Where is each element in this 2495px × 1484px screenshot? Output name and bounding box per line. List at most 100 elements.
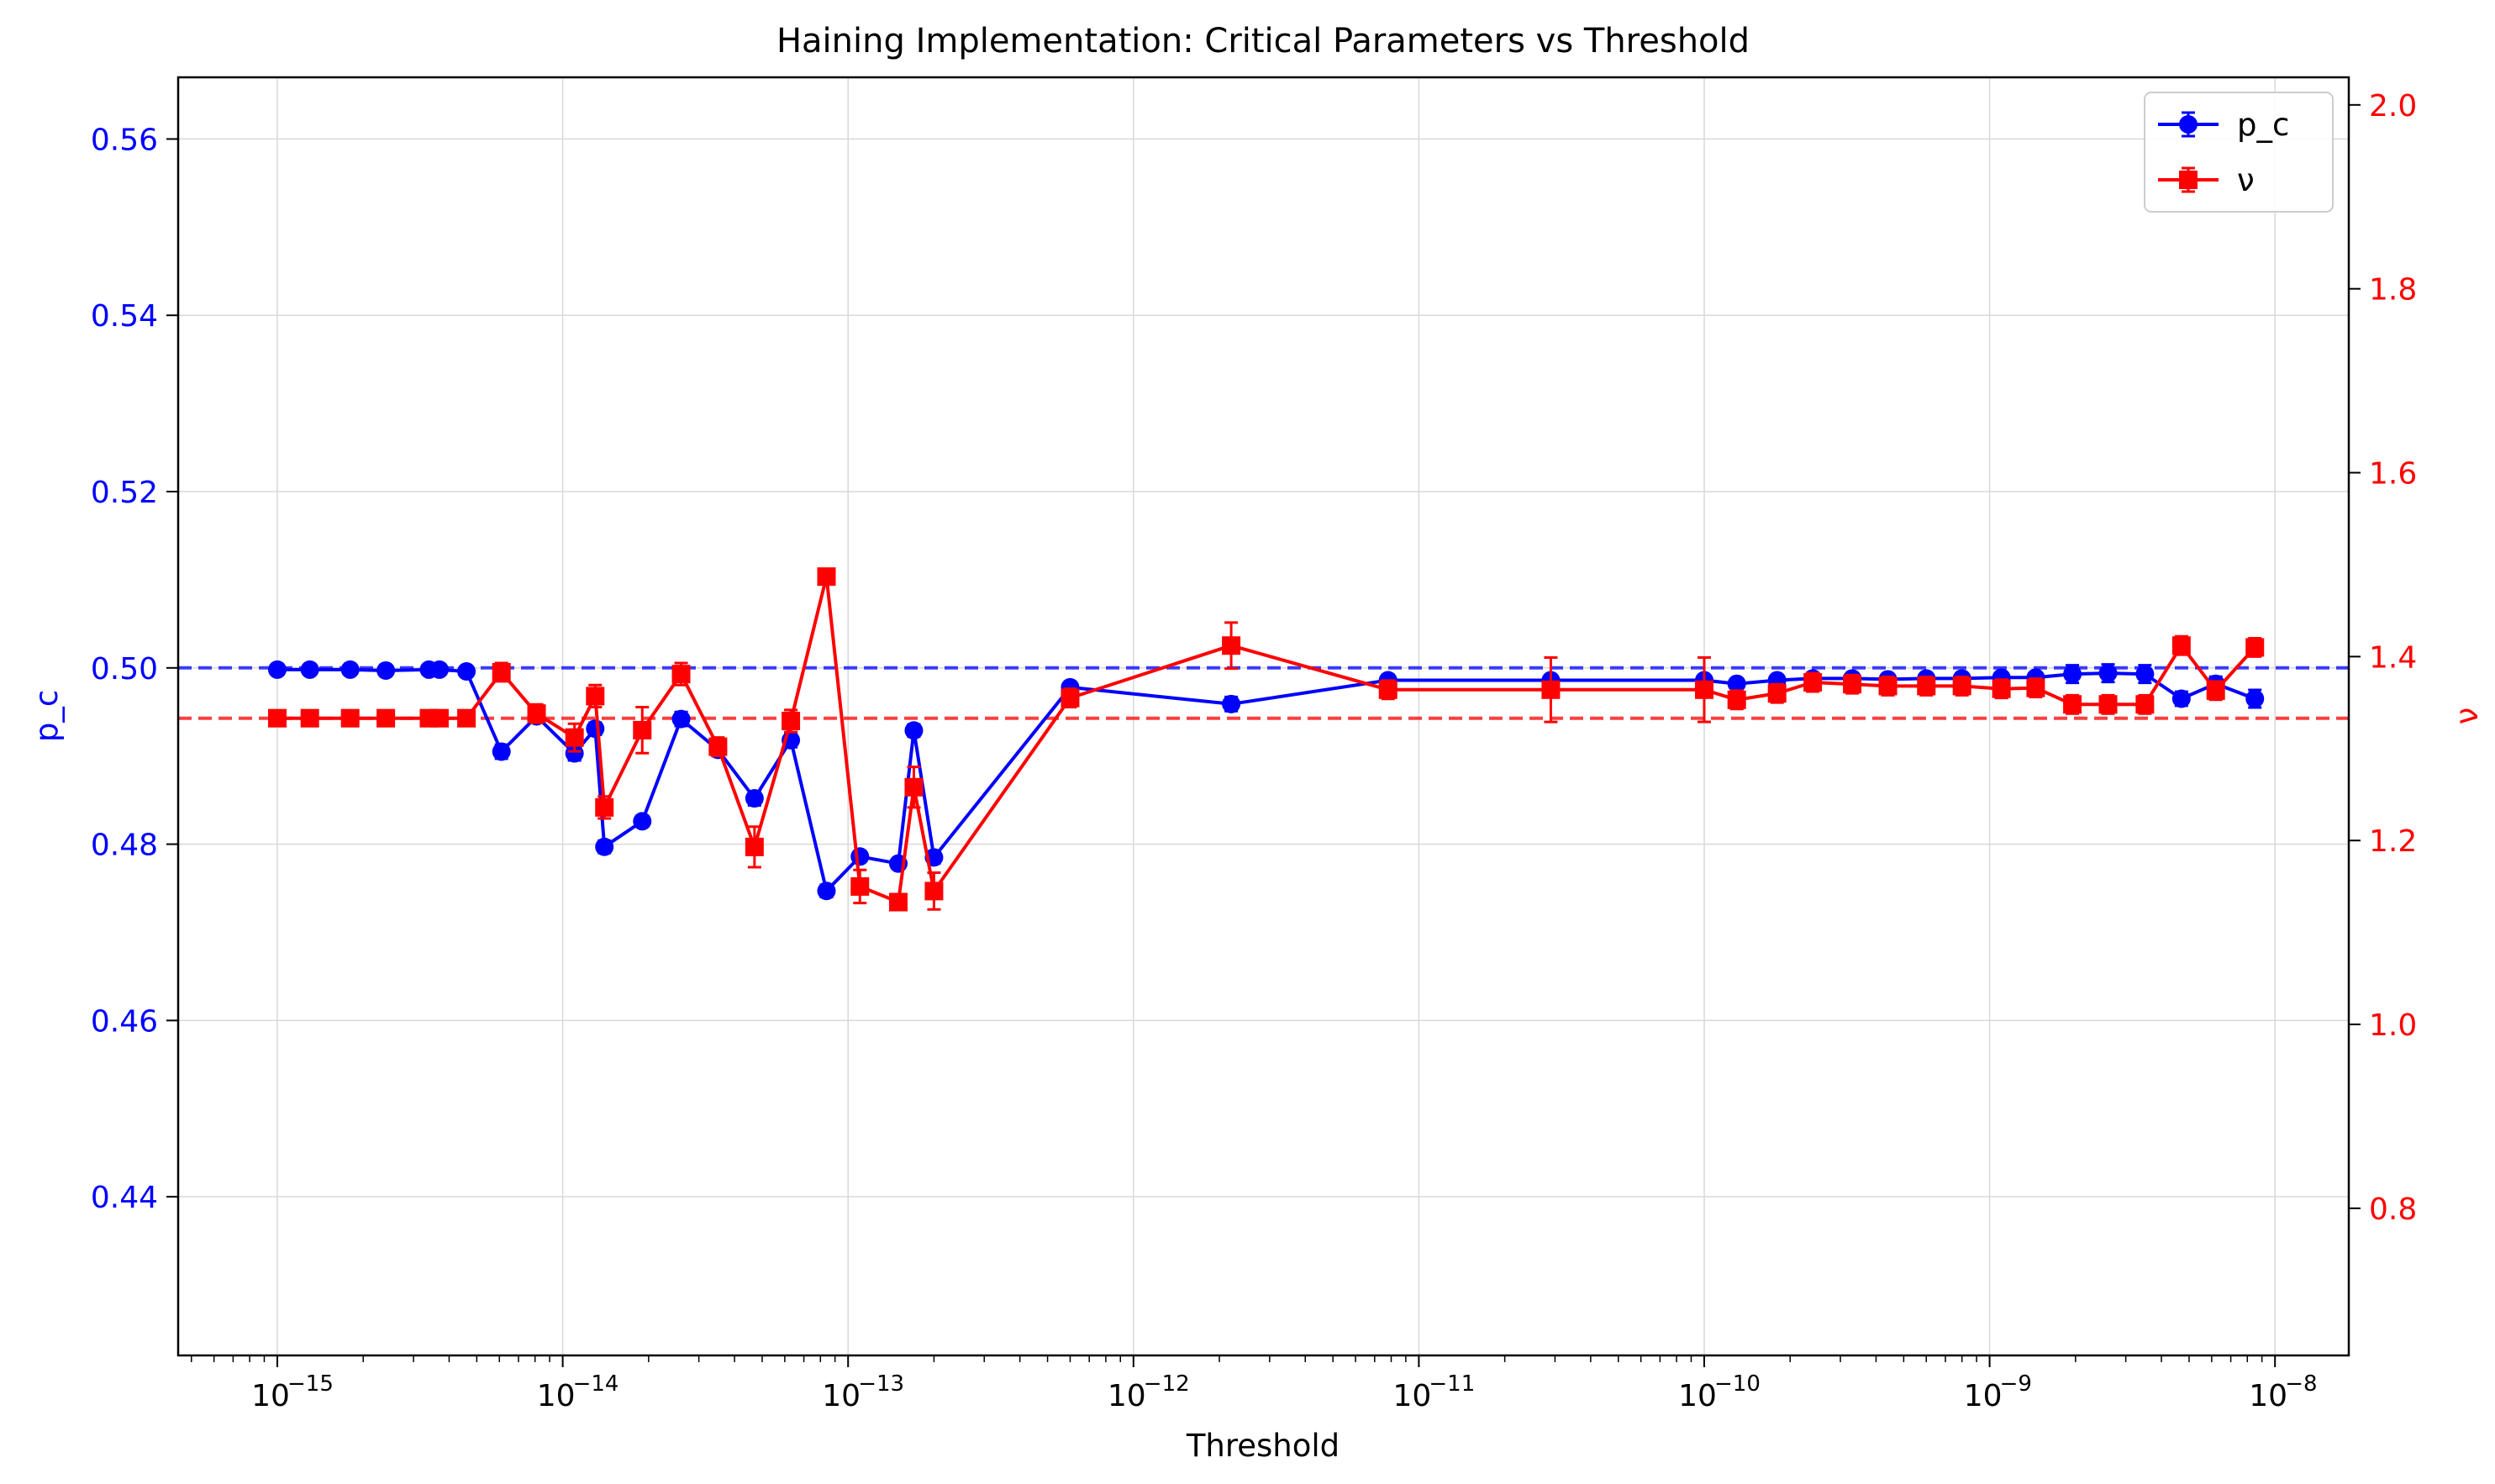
data-point-nu bbox=[1378, 680, 1398, 699]
data-point-nu bbox=[2206, 681, 2225, 700]
y-left-tick-label: 0.48 bbox=[91, 829, 158, 863]
data-point-pc bbox=[268, 660, 287, 679]
x-tick-label-exponent: −15 bbox=[287, 1371, 334, 1397]
x-tick-label: 10 bbox=[1392, 1379, 1431, 1413]
data-point-pc bbox=[2063, 665, 2082, 684]
data-point-nu bbox=[1878, 676, 1898, 696]
data-point-nu bbox=[745, 837, 764, 856]
data-point-pc bbox=[745, 789, 764, 808]
data-point-nu bbox=[1952, 676, 1971, 696]
data-point-pc bbox=[376, 660, 396, 680]
y-right-tick-label: 0.8 bbox=[2369, 1192, 2417, 1227]
legend: p_c ν bbox=[2144, 92, 2334, 213]
y-right-tick-label: 1.4 bbox=[2369, 640, 2417, 675]
data-point-nu bbox=[1917, 676, 1936, 696]
legend-label-nu: ν bbox=[2237, 162, 2255, 198]
data-point-pc bbox=[671, 709, 691, 729]
data-point-nu bbox=[2171, 636, 2191, 655]
data-point-pc bbox=[457, 662, 476, 681]
data-point-nu bbox=[1727, 690, 1746, 709]
data-point-pc bbox=[340, 660, 360, 679]
y-left-tick-label: 0.46 bbox=[91, 1004, 158, 1039]
x-tick-label-exponent: −11 bbox=[1429, 1371, 1475, 1397]
data-point-pc bbox=[429, 660, 449, 679]
x-tick-label: 10 bbox=[537, 1379, 576, 1413]
x-tick-label: 10 bbox=[251, 1379, 290, 1413]
data-point-nu bbox=[1541, 680, 1561, 699]
data-point-nu bbox=[1803, 673, 1823, 692]
data-point-nu bbox=[300, 708, 319, 728]
data-point-pc bbox=[817, 881, 836, 901]
data-point-nu bbox=[633, 720, 652, 739]
data-point-pc bbox=[565, 744, 584, 763]
data-point-nu bbox=[268, 708, 287, 728]
data-point-nu bbox=[671, 665, 691, 684]
data-point-nu bbox=[457, 708, 476, 728]
data-point-nu bbox=[904, 777, 924, 797]
data-point-nu bbox=[527, 704, 546, 724]
data-point-nu bbox=[1767, 684, 1787, 703]
y-axis-left-label: p_c bbox=[29, 690, 65, 742]
x-tick-label: 10 bbox=[1964, 1379, 2003, 1413]
data-point-nu bbox=[2063, 695, 2082, 714]
data-point-nu bbox=[595, 797, 614, 817]
plot-frame bbox=[176, 76, 2350, 1357]
data-point-pc bbox=[633, 812, 652, 831]
data-point-nu bbox=[492, 662, 511, 681]
chart-title: Haining Implementation: Critical Paramet… bbox=[776, 22, 1750, 61]
data-point-nu bbox=[1061, 688, 1080, 708]
y-right-tick-label: 2.0 bbox=[2369, 89, 2417, 124]
data-point-nu bbox=[2098, 695, 2118, 714]
data-point-pc bbox=[300, 660, 319, 679]
data-point-pc bbox=[595, 837, 614, 856]
data-point-nu bbox=[429, 708, 449, 728]
data-point-nu bbox=[2245, 638, 2265, 657]
data-point-pc bbox=[2245, 689, 2265, 708]
x-axis: 10−15 10−14 10−13 10−12 10−11 10−10 10−9 10−8 bbox=[191, 1355, 2318, 1413]
y-left-tick-label: 0.52 bbox=[91, 476, 158, 510]
data-point-pc bbox=[1727, 674, 1746, 693]
data-point-nu bbox=[376, 708, 396, 728]
x-tick-label: 10 bbox=[822, 1379, 861, 1413]
data-point-nu bbox=[1695, 680, 1713, 699]
data-point-pc bbox=[1222, 694, 1241, 713]
data-point-nu bbox=[924, 881, 944, 901]
data-point-pc bbox=[850, 847, 870, 866]
data-point-nu bbox=[340, 708, 360, 728]
legend-entry-pc: p_c bbox=[2158, 107, 2289, 143]
data-point-nu bbox=[708, 737, 728, 756]
series-nu bbox=[268, 567, 2265, 912]
y-right-tick-label: 1.8 bbox=[2369, 273, 2417, 308]
data-point-nu bbox=[850, 876, 870, 896]
data-point-pc bbox=[492, 742, 511, 761]
x-tick-label-exponent: −14 bbox=[573, 1371, 619, 1397]
data-point-nu bbox=[817, 567, 836, 587]
y-right-tick-label: 1.2 bbox=[2369, 824, 2417, 859]
legend-entry-nu: ν bbox=[2158, 162, 2255, 198]
x-tick-label-exponent: −13 bbox=[858, 1371, 904, 1397]
x-tick-label: 10 bbox=[1678, 1379, 1717, 1413]
y-right-tick-label: 1.0 bbox=[2369, 1008, 2417, 1043]
y-left-tick-label: 0.56 bbox=[91, 123, 158, 157]
legend-marker-nu bbox=[2179, 171, 2198, 189]
data-point-nu bbox=[1843, 675, 1862, 694]
y-left-tick-label: 0.54 bbox=[91, 299, 158, 334]
x-axis-label: Threshold bbox=[1186, 1428, 1340, 1464]
data-point-nu bbox=[2026, 678, 2045, 697]
x-tick-label-exponent: −9 bbox=[2000, 1371, 2032, 1397]
x-tick-label: 10 bbox=[2249, 1379, 2287, 1413]
x-tick-label: 10 bbox=[1108, 1379, 1146, 1413]
data-point-pc bbox=[2171, 689, 2191, 708]
data-point-pc bbox=[2135, 665, 2155, 684]
y-axis-left: 0.44 0.46 0.48 0.50 0.52 0.54 0.56 bbox=[91, 123, 178, 1215]
data-point-pc bbox=[904, 721, 924, 740]
x-tick-label-exponent: −10 bbox=[1714, 1371, 1761, 1397]
data-point-nu bbox=[565, 728, 584, 747]
data-point-pc bbox=[586, 719, 605, 739]
x-tick-label-exponent: −12 bbox=[1144, 1371, 1190, 1397]
y-right-tick-label: 1.6 bbox=[2369, 457, 2417, 492]
series-layer bbox=[268, 567, 2265, 912]
data-point-nu bbox=[586, 687, 605, 706]
